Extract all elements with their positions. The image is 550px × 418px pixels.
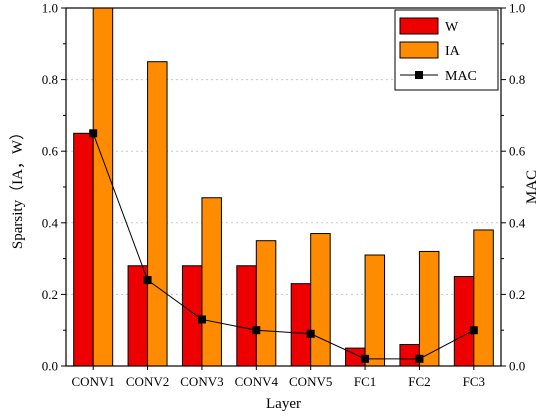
y-right-tick-label-2: 0.4	[509, 215, 526, 230]
bar-ia-fc2	[418, 250, 440, 367]
bars	[73, 7, 494, 367]
mac-point-fc1	[361, 354, 370, 363]
mac-point-conv2	[143, 276, 152, 285]
bar-ia-fc3	[473, 229, 494, 367]
y-axis-right-label: MAC	[524, 170, 540, 204]
x-tick-label-conv3: CONV3	[180, 374, 223, 389]
y-left-tick-label-1: 0.2	[42, 287, 58, 302]
bar-w-conv5	[290, 283, 312, 367]
y-left-tick-label-2: 0.4	[42, 215, 59, 230]
mac-point-fc2	[415, 354, 424, 363]
x-axis-label: Layer	[266, 396, 301, 412]
tick-labels: 0.0 0.0 0.2 0.2 0.4 0.4 0.6 0.6 0.8 0.8 1.0 1.0 CONV…	[42, 1, 526, 390]
mac-point-conv4	[252, 326, 261, 335]
mac-point-conv5	[306, 329, 315, 338]
y-right-tick-label-5: 1.0	[509, 1, 525, 16]
y-left-tick-label-3: 0.6	[42, 144, 59, 159]
bar-ia-conv4	[255, 240, 277, 367]
bar-ia-conv2	[147, 61, 168, 367]
legend-swatch-w	[399, 17, 439, 35]
legend-label-w: W	[445, 20, 459, 35]
mac-point-conv1	[89, 129, 98, 138]
y-right-tick-label-4: 0.8	[509, 72, 525, 87]
x-tick-label-fc2: FC2	[408, 374, 430, 389]
legend-marker-mac	[415, 71, 423, 79]
y-left-tick-label-0: 0.0	[42, 359, 58, 374]
x-tick-label-conv1: CONV1	[72, 374, 115, 389]
mac-point-fc3	[469, 326, 478, 335]
legend-label-mac: MAC	[445, 69, 477, 84]
legend-label-ia: IA	[445, 44, 461, 59]
x-tick-label-conv2: CONV2	[126, 374, 169, 389]
y-left-tick-label-5: 1.0	[42, 1, 58, 16]
y-right-tick-label-3: 0.6	[509, 144, 526, 159]
x-tick-label-conv4: CONV4	[235, 374, 279, 389]
x-tick-label-fc3: FC3	[463, 374, 485, 389]
mac-line-series	[89, 129, 478, 363]
bar-ia-fc1	[364, 254, 386, 367]
x-tick-label-fc1: FC1	[354, 374, 376, 389]
bar-w-conv4	[236, 265, 257, 367]
y-right-tick-label-0: 0.0	[509, 359, 525, 374]
y-right-tick-label-1: 0.2	[509, 287, 525, 302]
bar-ia-conv3	[201, 197, 222, 367]
legend-swatch-ia	[399, 41, 439, 59]
y-axis-left-label: Sparsity（IA，W）	[9, 125, 26, 249]
x-tick-label-conv5: CONV5	[289, 374, 332, 389]
axes	[61, 7, 506, 370]
legend: W IA MAC	[394, 9, 499, 91]
bar-ia-conv5	[310, 233, 331, 367]
y-left-tick-label-4: 0.8	[42, 72, 58, 87]
bar-ia-conv1	[92, 7, 114, 367]
bar-w-fc3	[453, 276, 475, 367]
bar-w-conv1	[73, 132, 94, 367]
mac-line	[92, 133, 475, 360]
mac-point-conv3	[197, 315, 206, 324]
